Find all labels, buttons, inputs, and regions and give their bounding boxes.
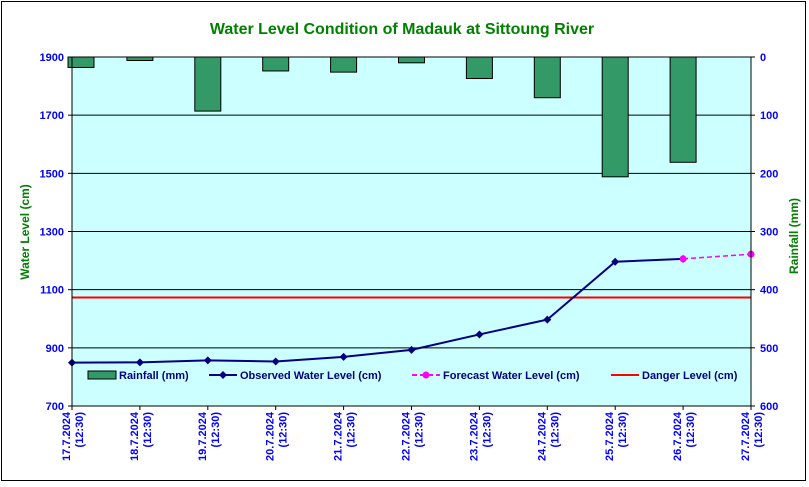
right-tick-label-4: 400 [760, 285, 778, 297]
rainfall-bar-0 [67, 56, 95, 68]
forecast-line [683, 253, 752, 260]
forecast-series [679, 250, 755, 263]
rainfall-bar-7 [533, 56, 561, 99]
left-tick-label-0: 700 [46, 401, 64, 413]
x-tick-label-0: 17.7.2024 (12:30) [61, 411, 86, 461]
y-axis-label: Water Level (cm) [18, 184, 32, 280]
x-tick-time-8: (12:30) [617, 412, 629, 448]
x-tick-date-9: 26.7.2024 [672, 411, 684, 461]
rainfall-bar-4 [330, 56, 358, 73]
rainfall-bar-6 [465, 56, 493, 80]
legend-observed-label: Observed Water Level (cm) [240, 370, 382, 382]
observed-point-4 [339, 352, 348, 361]
x-tick-date-2: 19.7.2024 [197, 411, 209, 461]
rainfall-bars [67, 56, 697, 178]
rainfall-bar-9 [669, 56, 697, 163]
left-tick-label-2: 1100 [40, 285, 64, 297]
left-axis-ticks: 700 900 1100 1300 1500 1700 1900 [40, 52, 64, 413]
left-tick-label-3: 1300 [40, 227, 64, 239]
chart-title: Water Level Condition of Madauk at Sitto… [210, 21, 594, 38]
right-tick-label-0: 0 [760, 52, 766, 64]
x-tick-time-7: (12:30) [549, 412, 561, 448]
x-tick-label-10: 27.7.2024 (12:30) [740, 411, 765, 461]
left-tick-label-4: 1500 [40, 168, 64, 180]
observed-point-3 [271, 357, 280, 366]
observed-point-5 [407, 345, 416, 354]
legend-rainfall-swatch [87, 370, 117, 380]
x-tick-date-0: 17.7.2024 [61, 411, 73, 461]
left-tick-label-5: 1700 [40, 110, 64, 122]
rainfall-bar-3 [262, 56, 290, 72]
forecast-point-0 [679, 255, 687, 263]
x-tick-time-4: (12:30) [346, 412, 358, 448]
x-tick-date-8: 25.7.2024 [604, 411, 616, 461]
x-tick-label-2: 19.7.2024 (12:30) [197, 411, 222, 461]
x-tick-label-4: 21.7.2024 (12:30) [333, 411, 358, 461]
observed-point-6 [475, 330, 484, 339]
rainfall-bar-1 [126, 56, 154, 61]
x-tick-label-5: 22.7.2024 (12:30) [401, 411, 426, 461]
legend-rainfall-label: Rainfall (mm) [119, 370, 189, 382]
x-tick-time-1: (12:30) [142, 412, 154, 448]
x-tick-time-0: (12:30) [74, 412, 86, 448]
observed-point-1 [135, 358, 144, 367]
observed-point-2 [203, 356, 212, 365]
x-tick-date-10: 27.7.2024 [740, 411, 752, 461]
y2-axis-label: Rainfall (mm) [787, 198, 801, 274]
x-tick-date-1: 18.7.2024 [129, 411, 141, 461]
x-tick-label-6: 23.7.2024 (12:30) [468, 411, 493, 461]
x-tick-label-8: 25.7.2024 (12:30) [604, 411, 629, 461]
observed-point-8 [611, 257, 620, 266]
legend-forecast-marker [422, 371, 430, 379]
rainfall-bar-5 [398, 56, 425, 64]
observed-series [68, 254, 688, 367]
observed-point-7 [543, 315, 552, 324]
x-axis-ticks: 17.7.2024 (12:30) 18.7.2024 (12:30) 19.7.202… [61, 411, 765, 461]
observed-line [71, 257, 684, 364]
right-tick-label-5: 500 [760, 343, 778, 355]
rainfall-bar-8 [601, 56, 629, 178]
legend-forecast-label: Forecast Water Level (cm) [443, 370, 580, 382]
rainfall-bar-2 [194, 56, 222, 112]
right-tick-label-2: 200 [760, 168, 778, 180]
legend: Rainfall (mm) Observed Water Level (cm) … [87, 370, 738, 382]
x-tick-time-2: (12:30) [210, 412, 222, 448]
x-tick-time-9: (12:30) [685, 412, 697, 448]
x-tick-time-6: (12:30) [481, 412, 493, 448]
x-tick-label-1: 18.7.2024 (12:30) [129, 411, 154, 461]
axes [68, 56, 755, 410]
right-axis-ticks: 0 100 200 300 400 500 600 [760, 52, 778, 413]
x-tick-date-4: 21.7.2024 [333, 411, 345, 461]
left-tick-label-1: 900 [46, 343, 64, 355]
right-tick-label-3: 300 [760, 227, 778, 239]
x-tick-time-3: (12:30) [278, 412, 290, 448]
x-tick-label-3: 20.7.2024 (12:30) [265, 411, 290, 461]
right-tick-label-6: 600 [760, 401, 778, 413]
gridlines [72, 114, 751, 349]
x-tick-date-6: 23.7.2024 [468, 411, 480, 461]
legend-danger-label: Danger Level (cm) [642, 370, 738, 382]
x-tick-time-5: (12:30) [414, 412, 426, 448]
right-tick-label-1: 100 [760, 110, 778, 122]
legend-observed-marker [219, 371, 227, 379]
x-tick-date-5: 22.7.2024 [401, 411, 413, 461]
left-tick-label-6: 1900 [40, 52, 64, 64]
x-tick-date-3: 20.7.2024 [265, 411, 277, 461]
x-tick-date-7: 24.7.2024 [536, 411, 548, 461]
x-tick-label-7: 24.7.2024 (12:30) [536, 411, 561, 461]
x-tick-time-10: (12:30) [753, 412, 765, 448]
x-tick-label-9: 26.7.2024 (12:30) [672, 411, 697, 461]
